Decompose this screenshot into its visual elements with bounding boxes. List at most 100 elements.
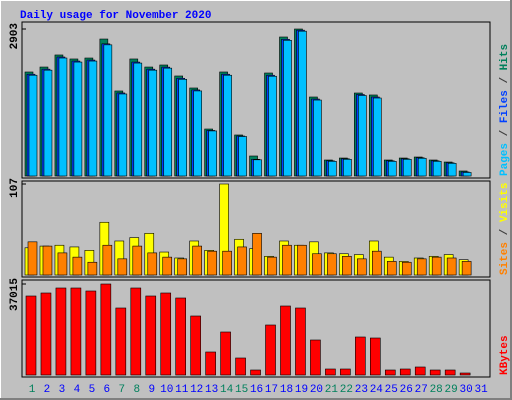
bar [58,57,68,177]
bar [253,159,262,177]
bar [252,233,262,276]
x-tick-label: 20 [310,384,323,396]
legend-entry: KBytes [499,335,511,375]
x-tick-label: 29 [445,384,458,396]
x-tick-label: 4 [74,384,81,396]
bar [193,90,202,177]
x-tick-label: 27 [415,384,428,396]
bar [328,161,337,177]
bar [222,250,232,276]
bar [130,287,142,376]
x-tick-label: 14 [220,384,234,396]
x-tick-label: 18 [280,384,293,396]
bar [386,261,397,276]
x-tick-label: 6 [104,384,111,396]
bar [268,75,277,177]
bar [402,158,412,177]
x-tick-label: 2 [44,384,51,396]
bar [429,369,441,376]
bar [178,78,187,177]
bar [118,93,128,177]
bar [160,292,172,376]
x-tick-label: 10 [160,384,173,396]
bar [175,297,186,376]
bar [313,99,322,177]
x-tick-label: 21 [325,384,339,396]
bar [148,69,158,177]
x-tick-label: 25 [385,384,398,396]
x-tick-label: 13 [205,384,218,396]
bar [115,307,127,376]
bar [162,256,173,276]
x-tick-label: 31 [474,384,488,396]
panel-bottom [21,279,491,378]
bar [399,368,411,376]
bar [298,30,307,177]
bar [208,130,217,177]
bar [192,245,202,276]
bar [145,295,157,376]
x-tick-label: 15 [235,384,248,396]
bar [461,261,472,276]
bar [235,357,246,376]
legend-entry: Pages [499,143,511,176]
x-tick-label: 8 [133,384,140,396]
bar [370,337,381,376]
legend: KBytes [499,335,511,375]
bar [342,255,352,276]
bar [401,261,412,276]
legend-separator: / [499,123,511,143]
x-tick-label: 28 [430,384,443,396]
bar [373,97,382,177]
bar [444,369,456,376]
bar [73,61,83,177]
bar [462,172,472,177]
bar [372,250,382,276]
x-tick-label: 5 [89,384,96,396]
legend-entry: Files [499,90,511,123]
bar [459,372,471,376]
bar [283,39,292,177]
legend-entry: Sites [499,242,511,275]
bar [446,257,457,276]
bar [387,161,397,177]
bar [340,368,351,376]
x-tick-label: 19 [295,384,308,396]
x-tick-label: 24 [370,384,384,396]
bar [103,44,113,177]
bar [132,245,143,276]
x-tick-label: 26 [400,384,413,396]
y-tick-label: 107 [9,178,21,198]
bar [280,305,291,376]
bar [43,69,53,177]
bar [163,67,173,177]
bar [57,252,68,276]
x-tick-label: 23 [355,384,368,396]
bar [327,253,337,276]
chart-title: Daily usage for November 2020 [20,10,211,22]
bar [25,295,37,376]
bar [325,368,336,376]
bar [55,287,67,376]
x-tick-label: 1 [29,384,36,396]
bar [28,74,38,177]
bar [102,244,113,276]
legend-separator: / [499,70,511,90]
bar [40,292,52,376]
x-tick-label: 22 [340,384,353,396]
legend-entry: Hits [499,44,511,70]
legend-entry: Visits [499,183,511,223]
bar [100,283,112,376]
y-tick-label: 2903 [9,23,21,50]
bar [177,258,187,276]
bar [357,258,367,276]
bar [431,256,442,276]
bar [267,256,277,276]
bar [42,245,53,276]
bar [88,60,98,177]
bar [265,324,276,376]
bar [310,339,321,376]
bar [85,290,97,376]
